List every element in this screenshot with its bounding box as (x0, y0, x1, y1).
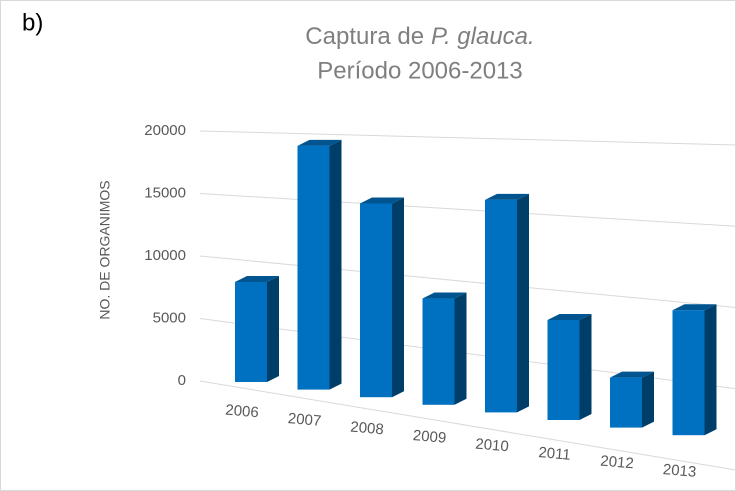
bar-side (329, 139, 342, 390)
x-tick-label: 2013 (662, 461, 697, 481)
bar (547, 320, 580, 420)
bar-top (297, 139, 342, 146)
grid-line (199, 380, 736, 471)
chart-subtitle: Período 2006-2013 (317, 57, 523, 84)
x-tick-label: 2010 (475, 436, 510, 456)
bar (360, 203, 392, 398)
bar (422, 298, 455, 405)
y-tick-label: 20000 (144, 122, 186, 139)
bar-top (360, 197, 404, 204)
grid-line (199, 193, 736, 227)
bar-side (579, 314, 592, 420)
y-tick-label: 15000 (144, 184, 186, 201)
bar-top (235, 276, 279, 282)
y-tick-label: 0 (178, 372, 186, 389)
grid-line (199, 130, 736, 146)
grid-line (199, 255, 736, 308)
bar-top (672, 304, 717, 311)
bar-side (392, 197, 404, 398)
x-tick-label: 2006 (225, 402, 260, 422)
bar-top (485, 193, 529, 200)
bar-top (547, 314, 592, 320)
bar-side (267, 276, 279, 382)
bar (235, 282, 267, 382)
y-axis-label: NO. DE ORGANIMOS (97, 180, 113, 319)
x-tick-label: 2007 (287, 410, 322, 430)
x-tick-label: 2008 (350, 419, 385, 439)
x-tick-label: 2011 (538, 444, 572, 464)
y-tick-label: 5000 (153, 309, 186, 326)
y-tick-label: 10000 (144, 247, 186, 264)
bar-side (454, 292, 467, 405)
x-tick-label: 2012 (600, 453, 635, 473)
x-tick-label: 2009 (412, 427, 447, 447)
panel-label: b) (22, 9, 43, 36)
bar (610, 377, 642, 428)
title-italic: P. glauca. (431, 23, 535, 50)
bar-side (642, 371, 654, 428)
bar (672, 310, 705, 436)
bar-side (517, 193, 529, 413)
bar-top (610, 371, 654, 378)
chart-title: Captura de P. glauca. (305, 23, 534, 50)
title-text: Captura de (305, 23, 424, 50)
bar (297, 145, 330, 390)
bar (485, 199, 517, 413)
bar-side (704, 304, 717, 436)
bar-top (422, 292, 467, 299)
